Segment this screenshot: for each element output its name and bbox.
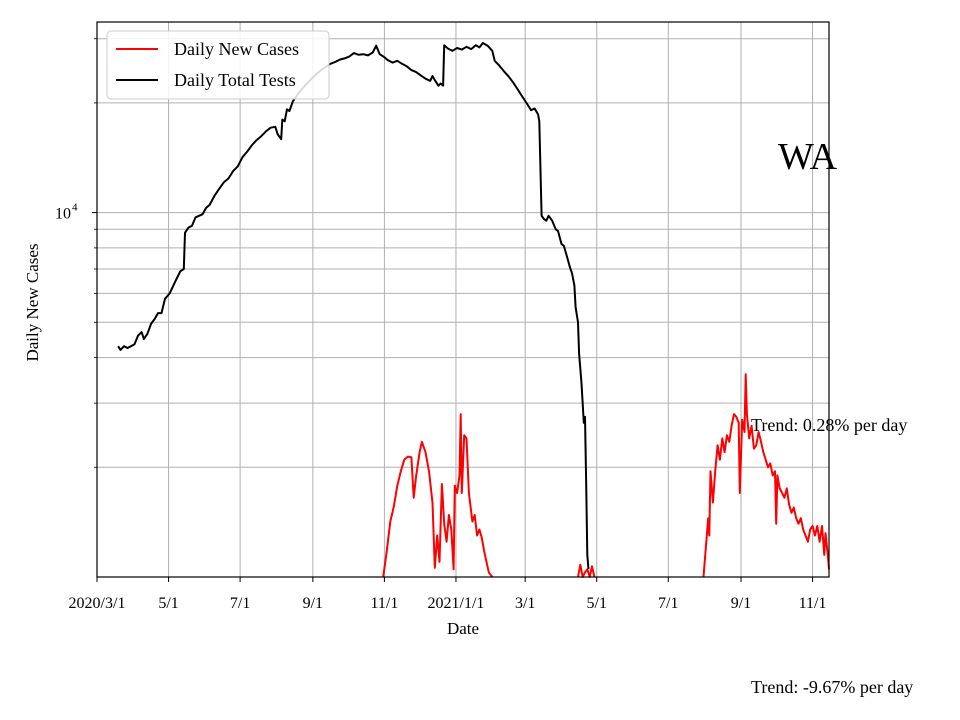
- series-line-daily-new-cases: [577, 563, 596, 578]
- trend-label-cases: Trend: 0.28% per day: [751, 415, 907, 435]
- y-tick-label: 10: [55, 206, 71, 223]
- x-tick-label: 7/1: [230, 595, 250, 612]
- x-tick-label: 9/1: [303, 595, 323, 612]
- axis-ticks: 2020/3/1 5/1 7/1 9/1 11/1 2021/1/1 3/1 5/1 7/1 9/…: [55, 38, 827, 612]
- x-axis-label: Date: [447, 619, 479, 638]
- grid-lines: [96, 22, 829, 577]
- x-tick-label: 3/1: [515, 595, 535, 612]
- y-axis-label: Daily New Cases: [23, 243, 42, 361]
- legend-label-daily-new-cases: Daily New Cases: [174, 39, 299, 59]
- series-line-daily-total-tests: [117, 42, 590, 570]
- plot-frame: [96, 21, 830, 578]
- x-tick-label: 11/1: [799, 595, 827, 612]
- x-tick-label: 5/1: [587, 595, 607, 612]
- trend-label-tests: Trend: -9.67% per day: [751, 677, 913, 697]
- y-tick-exponent: 4: [72, 202, 78, 214]
- legend-label-daily-total-tests: Daily Total Tests: [174, 70, 296, 90]
- legend: Daily New Cases Daily Total Tests: [106, 30, 330, 100]
- x-tick-label: 9/1: [731, 595, 751, 612]
- series-line-daily-new-cases: [702, 373, 830, 578]
- x-tick-label: 7/1: [658, 595, 678, 612]
- series-lines: [117, 42, 830, 578]
- x-tick-label: 5/1: [158, 595, 178, 612]
- state-label: WA: [778, 136, 838, 178]
- x-tick-label: 2021/1/1: [428, 595, 485, 612]
- x-tick-label: 11/1: [370, 595, 398, 612]
- x-tick-label: 2020/3/1: [69, 595, 126, 612]
- legend-box: [106, 30, 330, 100]
- series-line-daily-new-cases: [382, 413, 494, 578]
